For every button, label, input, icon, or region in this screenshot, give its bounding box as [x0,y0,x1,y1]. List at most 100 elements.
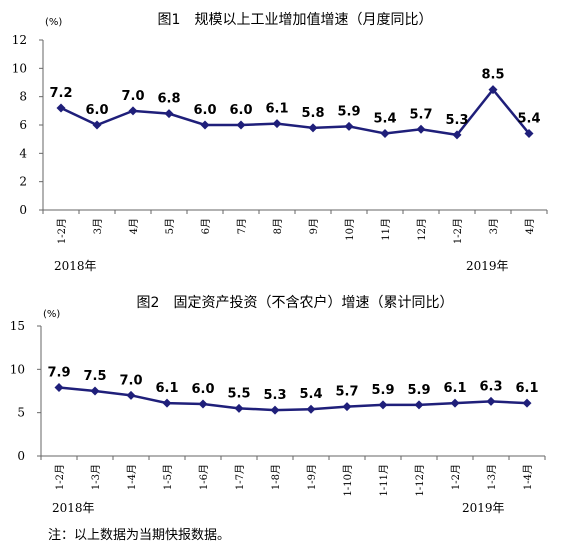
x-tick-label: 1-12月 [414,464,426,496]
x-tick-label: 1-8月 [270,464,282,490]
y-tick-label: 10 [12,61,27,75]
data-label: 5.7 [409,107,432,122]
x-tick-label: 6月 [200,218,212,234]
x-tick-label: 1-7月 [234,464,246,490]
x-tick-label: 1-11月 [378,464,390,496]
x-tick-label: 7月 [236,218,248,234]
x-tick-label: 8月 [272,218,284,234]
data-point [306,404,316,414]
x-tick-label: 3月 [92,218,104,234]
data-label: 5.3 [445,113,468,128]
data-point [272,119,282,129]
y-tick-label: 0 [17,449,25,463]
data-point [54,383,64,393]
unit-label: (%) [43,309,60,320]
data-label: 7.0 [119,373,142,388]
x-tick-label: 1-5月 [162,464,174,490]
data-label: 5.8 [301,106,324,121]
series-line [60,87,530,137]
x-tick-label: 1-4月 [126,464,138,490]
y-tick-label: 10 [10,362,25,376]
data-label: 6.1 [265,102,288,117]
x-tick-label: 1-3月 [90,464,102,490]
x-tick-label: 1-3月 [486,464,498,490]
data-label: 6.1 [155,381,178,396]
y-tick-label: 12 [12,33,27,47]
data-label: 5.4 [373,112,396,127]
data-point [308,123,318,133]
data-label: 5.9 [371,383,394,398]
x-tick-label: 12月 [416,218,428,241]
data-label: 6.3 [479,379,502,394]
footnote: 注：以上数据为当期快报数据。 [48,528,231,543]
data-label: 5.5 [227,386,250,401]
data-point [162,398,172,408]
x-tick-label: 1-2月 [450,464,462,490]
unit-label: (%) [45,17,62,28]
x-tick-label: 9月 [308,218,320,234]
x-tick-label: 1-2月 [452,218,464,244]
x-tick-label: 1-2月 [54,464,66,490]
data-label: 6.1 [515,381,538,396]
x-tick-label: 1-9月 [306,464,318,490]
data-point [378,400,388,410]
data-point [90,386,100,396]
x-tick-label: 4月 [128,218,140,234]
data-label: 6.0 [229,103,252,118]
x-tick-label: 1-10月 [342,464,354,496]
data-label: 5.4 [299,387,322,402]
x-tick-label: 1-2月 [56,218,68,244]
x-tick-label: 5月 [164,218,176,234]
data-label: 5.4 [517,112,540,127]
data-point [92,120,102,130]
data-point [128,106,138,116]
data-point [342,402,352,412]
data-label: 6.0 [85,103,108,118]
data-point [486,396,496,406]
year-label-2019: 2019年 [466,259,509,273]
data-label: 7.9 [47,366,70,381]
y-tick-label: 4 [19,146,27,160]
data-point [416,124,426,134]
y-tick-label: 0 [19,203,27,217]
data-point [524,129,534,138]
y-tick-label: 15 [10,319,25,333]
data-label: 6.0 [191,382,214,397]
x-tick-label: 11月 [380,218,392,241]
year-label-2019: 2019年 [462,501,505,515]
data-label: 5.3 [263,388,286,403]
data-point [414,400,424,410]
data-point [522,398,532,408]
data-point [488,85,498,95]
data-point [126,390,136,400]
x-tick-label: 1-4月 [522,464,534,490]
y-tick-label: 6 [19,118,27,132]
series-line [58,386,528,412]
data-label: 5.7 [335,385,358,400]
data-point [234,403,244,413]
data-point [164,109,174,119]
x-tick-label: 3月 [488,218,500,234]
data-point [200,120,210,130]
data-label: 7.0 [121,89,144,104]
data-label: 7.5 [83,369,106,384]
chart-title: 图1 规模以上工业增加值增速（月度同比） [158,12,433,28]
data-point [236,120,246,130]
data-point [380,129,390,138]
data-label: 8.5 [481,68,504,83]
data-label: 7.2 [49,86,72,101]
data-label: 5.9 [407,383,430,398]
x-tick-label: 4月 [524,218,536,234]
data-label: 6.1 [443,381,466,396]
data-point [344,121,354,131]
y-tick-label: 5 [17,406,25,420]
data-label: 6.8 [157,92,180,107]
y-tick-label: 8 [19,90,27,104]
x-tick-label: 1-6月 [198,464,210,490]
data-point [452,130,462,140]
data-point [198,399,208,409]
y-tick-label: 2 [19,175,27,189]
year-label-2018: 2018年 [54,259,97,273]
